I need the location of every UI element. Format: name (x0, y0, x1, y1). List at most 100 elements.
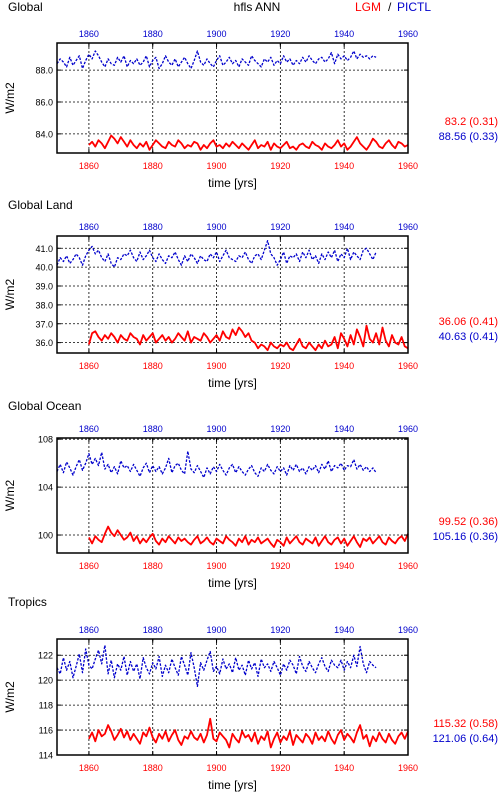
x-tick-label-lgm: 1900 (207, 361, 227, 371)
series-line-lgm (88, 134, 409, 151)
x-tick-label-pictl: 1860 (79, 625, 99, 635)
chart-panel-0: 84.0 86.0 88.0 1860 1860 1880 1880 1900 1900 1920… (3, 29, 498, 190)
y-tick-label: 84.0 (35, 129, 53, 139)
y-tick-label: 39.0 (35, 282, 53, 292)
y-axis-label: W/m2 (3, 279, 17, 311)
x-tick-label-pictl: 1880 (143, 29, 163, 39)
series-line-lgm (88, 324, 409, 352)
x-tick-label-pictl: 1900 (207, 625, 227, 635)
x-tick-label-lgm: 1940 (334, 561, 354, 571)
x-tick-label-pictl: 1880 (143, 424, 163, 434)
y-tick-label: 122 (38, 651, 53, 661)
stat-lgm: 115.32 (0.58) (433, 718, 498, 730)
y-tick-label: 116 (39, 726, 53, 736)
series-line-lgm (88, 717, 409, 749)
y-tick-label: 114 (39, 751, 53, 761)
y-tick-label: 104 (38, 483, 53, 493)
series-line-pictl (56, 450, 377, 479)
x-tick-label-pictl: 1860 (79, 222, 99, 232)
y-tick-label: 120 (38, 676, 53, 686)
x-axis-label: time [yrs] (208, 176, 257, 190)
x-tick-label-lgm: 1940 (334, 161, 354, 171)
x-tick-label-lgm: 1940 (334, 763, 354, 773)
series-line-pictl (56, 50, 377, 70)
stat-pictl: 40.63 (0.41) (439, 331, 498, 343)
x-tick-label-lgm: 1900 (207, 763, 227, 773)
y-tick-label: 37.0 (35, 319, 53, 329)
x-tick-label-lgm: 1880 (143, 561, 163, 571)
y-tick-label: 88.0 (35, 66, 53, 76)
x-axis-label: time [yrs] (208, 576, 257, 590)
x-tick-label-lgm: 1880 (143, 361, 163, 371)
legend-lgm: LGM (355, 0, 381, 14)
stat-lgm: 36.06 (0.41) (439, 316, 498, 328)
x-axis-label: time [yrs] (208, 778, 257, 792)
plot-frame (56, 42, 409, 154)
x-tick-label-lgm: 1920 (270, 161, 290, 171)
plot-frame (56, 437, 409, 554)
x-tick-label-pictl: 1940 (334, 29, 354, 39)
panel-title: Global Land (8, 198, 73, 212)
y-tick-label: 108 (38, 435, 53, 445)
panel-title: Global (8, 0, 43, 14)
series-line-pictl (56, 644, 377, 688)
stat-pictl: 121.06 (0.64) (433, 733, 498, 745)
y-tick-label: 40.0 (35, 263, 53, 273)
x-tick-label-lgm: 1920 (270, 561, 290, 571)
chart-panel-2: Global Ocean 100 104 108 1860 1860 1880 1880 190… (3, 399, 498, 590)
x-tick-label-pictl: 1900 (207, 222, 227, 232)
x-tick-label-pictl: 1900 (207, 424, 227, 434)
x-tick-label-pictl: 1920 (270, 625, 290, 635)
chart-panel-3: Tropics 114 116 118 120 122 1860 1860 1880 1880 19… (3, 595, 498, 792)
stat-pictl: 88.56 (0.33) (439, 131, 498, 143)
y-tick-label: 38.0 (35, 300, 53, 310)
x-tick-label-lgm: 1900 (207, 561, 227, 571)
x-tick-label-pictl: 1860 (79, 29, 99, 39)
y-axis-label: W/m2 (3, 82, 17, 114)
x-tick-label-pictl: 1900 (207, 29, 227, 39)
x-tick-label-lgm: 1860 (79, 561, 99, 571)
x-tick-label-lgm: 1920 (270, 361, 290, 371)
x-tick-label-lgm: 1860 (79, 361, 99, 371)
x-tick-label-lgm: 1860 (79, 161, 99, 171)
plot-frame (56, 235, 409, 354)
x-tick-label-pictl: 1960 (398, 29, 418, 39)
x-tick-label-pictl: 1880 (143, 222, 163, 232)
x-tick-label-lgm: 1860 (79, 763, 99, 773)
x-tick-label-pictl: 1940 (334, 625, 354, 635)
x-tick-label-lgm: 1960 (398, 361, 418, 371)
x-tick-label-pictl: 1940 (334, 222, 354, 232)
y-tick-label: 118 (39, 701, 53, 711)
y-tick-label: 41.0 (35, 244, 53, 254)
y-tick-label: 86.0 (35, 97, 53, 107)
legend-pictl: PICTL (397, 0, 431, 14)
y-tick-label: 36.0 (35, 338, 53, 348)
panel-title: Tropics (8, 595, 47, 609)
x-tick-label-pictl: 1960 (398, 625, 418, 635)
stat-lgm: 99.52 (0.36) (439, 516, 498, 528)
x-tick-label-pictl: 1920 (270, 424, 290, 434)
x-tick-label-lgm: 1960 (398, 763, 418, 773)
x-tick-label-pictl: 1920 (270, 29, 290, 39)
x-tick-label-lgm: 1880 (143, 161, 163, 171)
x-axis-label: time [yrs] (208, 376, 257, 390)
x-tick-label-pictl: 1860 (79, 424, 99, 434)
plot-frame (56, 638, 409, 756)
y-axis-label: W/m2 (3, 480, 17, 512)
x-tick-label-lgm: 1940 (334, 361, 354, 371)
x-tick-label-pictl: 1880 (143, 625, 163, 635)
x-tick-label-lgm: 1960 (398, 161, 418, 171)
series-line-lgm (88, 525, 409, 548)
x-tick-label-pictl: 1960 (398, 424, 418, 434)
legend-separator: / (388, 0, 392, 14)
x-tick-label-lgm: 1920 (270, 763, 290, 773)
chart-panel-1: Global Land 36.0 37.0 38.0 39.0 40.0 41.0 1860 1… (3, 198, 498, 390)
y-tick-label: 100 (38, 531, 53, 541)
stat-pictl: 105.16 (0.36) (433, 531, 498, 543)
x-tick-label-pictl: 1940 (334, 424, 354, 434)
x-tick-label-pictl: 1960 (398, 222, 418, 232)
y-axis-label: W/m2 (3, 681, 17, 713)
x-tick-label-pictl: 1920 (270, 222, 290, 232)
x-tick-label-lgm: 1880 (143, 763, 163, 773)
